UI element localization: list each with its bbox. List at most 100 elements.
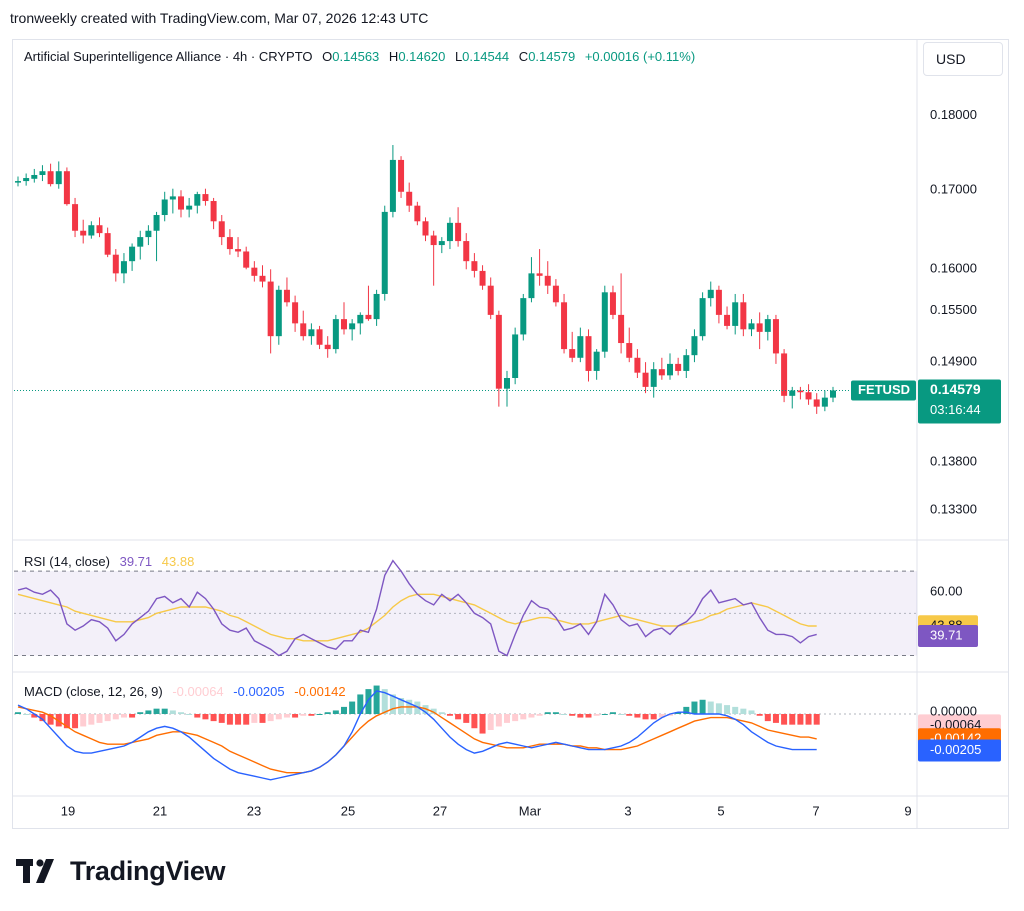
rsi-ma-value: 43.88 bbox=[161, 554, 195, 569]
macd-histogram-bar bbox=[300, 714, 307, 716]
candle-body bbox=[552, 285, 559, 303]
macd-signal-line bbox=[17, 706, 817, 774]
time-tick-label: 9 bbox=[904, 803, 911, 818]
macd-histogram-bar bbox=[813, 714, 820, 725]
chart-credit-header: tronweekly created with TradingView.com,… bbox=[10, 10, 429, 26]
macd-histogram-bar bbox=[724, 705, 731, 714]
time-tick-label: 23 bbox=[247, 803, 261, 818]
candle-body bbox=[487, 285, 494, 315]
macd-histogram-bar bbox=[63, 714, 70, 729]
macd-histogram-bar bbox=[341, 706, 347, 714]
time-tick-label: Mar bbox=[519, 803, 542, 818]
candle-body bbox=[218, 221, 225, 238]
candle-body bbox=[732, 302, 739, 326]
candle-body bbox=[47, 171, 54, 185]
tradingview-logo-icon bbox=[16, 859, 54, 883]
macd-histogram-bar bbox=[226, 714, 233, 725]
candle-body bbox=[455, 222, 462, 242]
macd-histogram-bar bbox=[186, 714, 193, 715]
macd-histogram-bar bbox=[349, 701, 356, 714]
candle-body bbox=[691, 336, 698, 356]
candle-body bbox=[235, 249, 242, 252]
candle-body bbox=[104, 233, 111, 255]
candle-body bbox=[129, 246, 136, 262]
price-tick-label: 0.17000 bbox=[930, 182, 977, 197]
macd-histogram-bar bbox=[324, 712, 331, 714]
macd-histogram-bar bbox=[528, 714, 535, 718]
macd-histogram-bar bbox=[283, 714, 290, 718]
countdown-label: 03:16:44 bbox=[930, 402, 981, 417]
candle-body bbox=[536, 273, 543, 276]
macd-histogram-bar bbox=[626, 714, 633, 716]
time-tick-label: 27 bbox=[433, 803, 447, 818]
candle-body bbox=[772, 319, 779, 354]
macd-histogram-bar bbox=[561, 714, 568, 715]
candle-body bbox=[88, 225, 95, 236]
candle-body bbox=[243, 251, 250, 268]
candle-body bbox=[39, 171, 46, 175]
symbol-title: Artificial Superintelligence Alliance · … bbox=[24, 49, 313, 64]
macd-histogram-bar bbox=[520, 714, 527, 720]
macd-histogram-bar bbox=[316, 714, 323, 715]
macd-histogram-bar bbox=[47, 714, 54, 725]
macd-histogram-bar bbox=[104, 714, 111, 722]
currency-button[interactable]: USD bbox=[923, 42, 1003, 76]
macd-zero-label: 0.00000 bbox=[930, 703, 977, 718]
macd-histogram-bar bbox=[398, 698, 405, 714]
rsi-value: 39.71 bbox=[119, 554, 153, 569]
macd-histogram-bar bbox=[601, 714, 608, 715]
candle-body bbox=[585, 336, 592, 371]
macd-line bbox=[17, 690, 817, 781]
candle-body bbox=[283, 289, 290, 303]
close-value: 0.14579 bbox=[528, 49, 576, 64]
candle-body bbox=[178, 196, 184, 210]
candle-body bbox=[756, 323, 763, 332]
candle-body bbox=[292, 302, 299, 324]
candle-body bbox=[667, 363, 673, 376]
candle-body bbox=[805, 392, 812, 400]
time-tick-label: 3 bbox=[624, 803, 631, 818]
macd-histogram-bar bbox=[259, 714, 266, 723]
candle-body bbox=[251, 267, 258, 276]
candle-body bbox=[504, 377, 510, 389]
time-tick-label: 7 bbox=[812, 803, 819, 818]
candle-body bbox=[422, 221, 429, 236]
macd-histogram-bar bbox=[414, 701, 421, 714]
macd-histogram-bar bbox=[161, 708, 168, 714]
macd-histogram-bar bbox=[756, 714, 763, 716]
macd-histogram-bar bbox=[267, 714, 274, 722]
candle-body bbox=[748, 323, 755, 330]
macd-histogram-bar bbox=[112, 714, 119, 720]
candle-body bbox=[830, 390, 836, 398]
macd-histogram-bar bbox=[463, 714, 470, 723]
price-tick-label: 0.15500 bbox=[930, 302, 977, 317]
macd-histogram-bar bbox=[789, 714, 796, 725]
macd-histogram-bar bbox=[422, 705, 429, 714]
chart-frame[interactable] bbox=[12, 39, 1009, 829]
macd-histogram-bar bbox=[683, 706, 690, 714]
candle-body bbox=[202, 194, 209, 202]
macd-histogram-bar bbox=[153, 708, 160, 714]
candle-body bbox=[169, 196, 176, 200]
candle-body bbox=[781, 353, 788, 396]
candle-body bbox=[446, 222, 453, 242]
price-tick-label: 0.16000 bbox=[930, 261, 977, 276]
candle-body bbox=[642, 372, 649, 387]
macd-histogram-bar bbox=[88, 714, 95, 725]
open-label: O bbox=[322, 49, 333, 64]
macd-histogram-bar bbox=[332, 710, 339, 714]
candle-body bbox=[316, 329, 323, 345]
candle-body bbox=[332, 319, 339, 350]
candle-body bbox=[740, 302, 747, 330]
macd-histogram-bar bbox=[585, 714, 592, 718]
macd-histogram-bar bbox=[748, 710, 755, 714]
candle-body bbox=[715, 289, 722, 315]
macd-histogram-bar bbox=[781, 714, 788, 725]
macd-histogram-bar bbox=[72, 714, 79, 729]
last-price-label: 0.14579 bbox=[930, 381, 981, 397]
candle-body bbox=[112, 254, 119, 274]
candle-body bbox=[821, 397, 828, 407]
macd-histogram-bar bbox=[569, 714, 576, 716]
macd-hist-value: -0.00064 bbox=[172, 684, 224, 699]
